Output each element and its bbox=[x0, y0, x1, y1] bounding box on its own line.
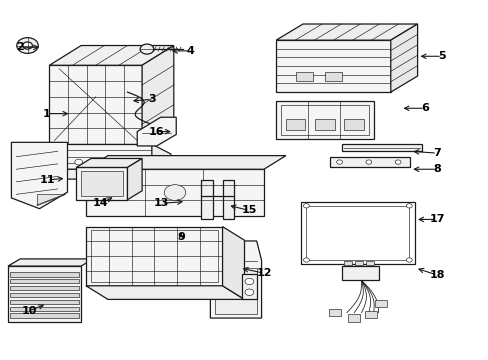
Bar bbox=[10, 286, 79, 291]
Polygon shape bbox=[222, 226, 244, 300]
Text: 1: 1 bbox=[43, 109, 51, 119]
Bar bbox=[365, 261, 373, 265]
Text: 18: 18 bbox=[428, 270, 444, 280]
Polygon shape bbox=[276, 40, 390, 92]
Polygon shape bbox=[76, 158, 142, 167]
Polygon shape bbox=[86, 156, 285, 169]
Polygon shape bbox=[76, 167, 127, 200]
Bar bbox=[10, 300, 79, 304]
Bar bbox=[344, 261, 351, 265]
Polygon shape bbox=[86, 286, 244, 300]
Circle shape bbox=[244, 278, 253, 285]
Text: 8: 8 bbox=[432, 164, 440, 174]
Bar bbox=[10, 279, 79, 283]
Text: 10: 10 bbox=[21, 306, 37, 316]
Circle shape bbox=[303, 258, 309, 262]
Text: 9: 9 bbox=[177, 232, 184, 242]
Bar bbox=[10, 293, 79, 297]
Circle shape bbox=[164, 185, 185, 201]
Bar bbox=[347, 315, 359, 321]
Bar bbox=[325, 72, 341, 81]
Bar bbox=[10, 314, 79, 318]
Text: 13: 13 bbox=[154, 198, 169, 208]
Polygon shape bbox=[49, 65, 142, 144]
Circle shape bbox=[406, 204, 411, 208]
Bar bbox=[365, 311, 376, 318]
Circle shape bbox=[244, 289, 253, 296]
Polygon shape bbox=[11, 142, 67, 209]
Text: 7: 7 bbox=[432, 148, 440, 158]
Polygon shape bbox=[86, 226, 222, 286]
Bar bbox=[81, 171, 122, 196]
Circle shape bbox=[94, 159, 102, 165]
Circle shape bbox=[365, 160, 371, 164]
Text: 3: 3 bbox=[148, 94, 155, 104]
Polygon shape bbox=[276, 101, 373, 139]
Bar bbox=[242, 274, 256, 300]
Bar bbox=[354, 261, 362, 265]
Polygon shape bbox=[152, 144, 170, 179]
Polygon shape bbox=[142, 45, 173, 144]
Circle shape bbox=[336, 160, 342, 164]
Polygon shape bbox=[44, 144, 152, 169]
Circle shape bbox=[22, 42, 32, 49]
Text: 14: 14 bbox=[93, 198, 108, 208]
Polygon shape bbox=[341, 144, 422, 151]
Polygon shape bbox=[8, 266, 81, 321]
Bar bbox=[10, 306, 79, 311]
Polygon shape bbox=[329, 157, 409, 167]
Polygon shape bbox=[210, 241, 261, 318]
Polygon shape bbox=[49, 45, 173, 65]
Polygon shape bbox=[127, 158, 142, 200]
Bar bbox=[315, 119, 334, 130]
Text: 17: 17 bbox=[428, 215, 444, 224]
Text: 5: 5 bbox=[437, 51, 445, 61]
Text: 15: 15 bbox=[241, 206, 257, 216]
Circle shape bbox=[103, 185, 125, 201]
Circle shape bbox=[140, 44, 154, 54]
Polygon shape bbox=[86, 169, 264, 216]
Circle shape bbox=[303, 204, 309, 208]
Text: 6: 6 bbox=[420, 103, 428, 113]
Circle shape bbox=[17, 38, 38, 53]
Bar bbox=[285, 119, 305, 130]
Circle shape bbox=[406, 258, 411, 262]
Bar bbox=[344, 119, 363, 130]
Bar bbox=[341, 266, 378, 280]
Polygon shape bbox=[201, 180, 212, 220]
Polygon shape bbox=[390, 24, 417, 92]
Polygon shape bbox=[37, 194, 65, 205]
Polygon shape bbox=[215, 268, 256, 315]
Bar bbox=[328, 309, 340, 316]
Bar bbox=[295, 72, 312, 81]
Circle shape bbox=[114, 159, 122, 165]
Text: 4: 4 bbox=[186, 46, 194, 56]
Text: 11: 11 bbox=[39, 175, 55, 185]
Bar bbox=[374, 300, 386, 307]
Polygon shape bbox=[44, 169, 170, 179]
Circle shape bbox=[394, 160, 400, 164]
Bar bbox=[10, 272, 79, 276]
Text: 16: 16 bbox=[149, 127, 164, 136]
Polygon shape bbox=[222, 180, 234, 220]
Text: 2: 2 bbox=[16, 42, 24, 52]
Text: 12: 12 bbox=[256, 268, 271, 278]
Polygon shape bbox=[8, 259, 93, 266]
Circle shape bbox=[75, 159, 82, 165]
Polygon shape bbox=[137, 117, 176, 146]
Polygon shape bbox=[276, 24, 417, 40]
